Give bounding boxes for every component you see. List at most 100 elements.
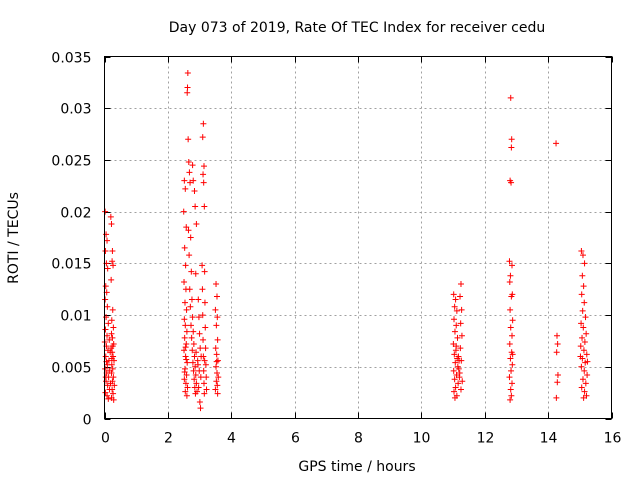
data-point [213, 363, 220, 370]
data-point [199, 312, 206, 319]
data-point [579, 252, 586, 259]
data-point [213, 351, 220, 358]
data-point [191, 353, 198, 360]
data-point [186, 252, 193, 259]
data-point [201, 299, 208, 306]
data-point [181, 177, 188, 184]
data-point [110, 324, 117, 331]
data-point [452, 359, 459, 366]
data-point [102, 374, 109, 381]
tick-labels: 0 2 4 6 8 10 12 14 16 0 0.005 0.01 0.015 0.02 0.025 0.0… [51, 51, 621, 447]
data-point [457, 386, 464, 393]
data-point [452, 296, 459, 303]
data-point [109, 306, 116, 313]
data-point [189, 162, 196, 169]
data-point [102, 296, 109, 303]
data-point [451, 316, 458, 323]
data-point [103, 231, 110, 238]
data-point [109, 365, 116, 372]
data-point [213, 358, 220, 365]
data-point [105, 395, 112, 402]
data-point [578, 384, 585, 391]
data-point [457, 345, 464, 352]
data-point [509, 380, 516, 387]
data-point [578, 363, 585, 370]
data-point [184, 84, 191, 91]
data-point [181, 278, 188, 285]
data-point [185, 227, 192, 234]
data-point [107, 213, 114, 220]
data-point [455, 365, 462, 372]
data-point [212, 306, 219, 313]
data-point [451, 328, 458, 335]
data-point [110, 396, 117, 403]
data-point [509, 262, 516, 269]
chart-title: Day 073 of 2019, Rate Of TEC Index for r… [169, 20, 545, 36]
data-point [203, 386, 210, 393]
data-point [102, 247, 109, 254]
data-point [184, 384, 191, 391]
data-point [553, 394, 560, 401]
data-point [182, 262, 189, 269]
data-point [201, 268, 208, 275]
data-point [194, 361, 201, 368]
data-point [582, 314, 589, 321]
data-point [200, 171, 207, 178]
data-point [581, 367, 588, 374]
data-point [102, 283, 109, 290]
data-point [195, 384, 202, 391]
data-point [584, 372, 591, 379]
data-point [508, 293, 515, 300]
data-point [507, 324, 514, 331]
data-point [181, 376, 188, 383]
data-point [584, 358, 591, 365]
data-point [186, 286, 193, 293]
y-tick-label: 0.015 [51, 257, 91, 273]
data-point [457, 320, 464, 327]
data-point [110, 390, 117, 397]
data-point [193, 380, 200, 387]
data-point [578, 320, 585, 327]
data-point [197, 374, 204, 381]
data-point [507, 272, 514, 279]
data-point [199, 262, 206, 269]
data-point [214, 390, 221, 397]
data-point [111, 382, 118, 389]
data-point [182, 380, 189, 387]
data-point [577, 343, 584, 350]
data-point [507, 355, 514, 362]
data-point [186, 169, 193, 176]
data-point [508, 136, 515, 143]
data-point [187, 303, 194, 310]
data-point [109, 247, 116, 254]
data-point [182, 185, 189, 192]
data-point [509, 332, 516, 339]
y-tick-label: 0.025 [51, 154, 91, 170]
data-point [506, 258, 513, 265]
data-point [457, 281, 464, 288]
data-point [458, 357, 465, 364]
x-tick-label: 10 [413, 431, 431, 447]
data-point [192, 203, 199, 210]
data-point [108, 369, 115, 376]
data-point [458, 306, 465, 313]
data-point [183, 224, 190, 231]
data-point [183, 392, 190, 399]
data-point [104, 392, 111, 399]
data-point [108, 276, 115, 283]
data-point [108, 361, 115, 368]
data-point [459, 378, 466, 385]
data-point [577, 353, 584, 360]
data-point [109, 386, 116, 393]
data-point [580, 394, 587, 401]
data-point [106, 336, 113, 343]
data-point [200, 380, 207, 387]
data-point [108, 355, 115, 362]
data-point [507, 94, 514, 101]
data-point [553, 140, 560, 147]
data-point [104, 303, 111, 310]
data-point [213, 322, 220, 329]
data-point [201, 390, 208, 397]
data-point [196, 330, 203, 337]
